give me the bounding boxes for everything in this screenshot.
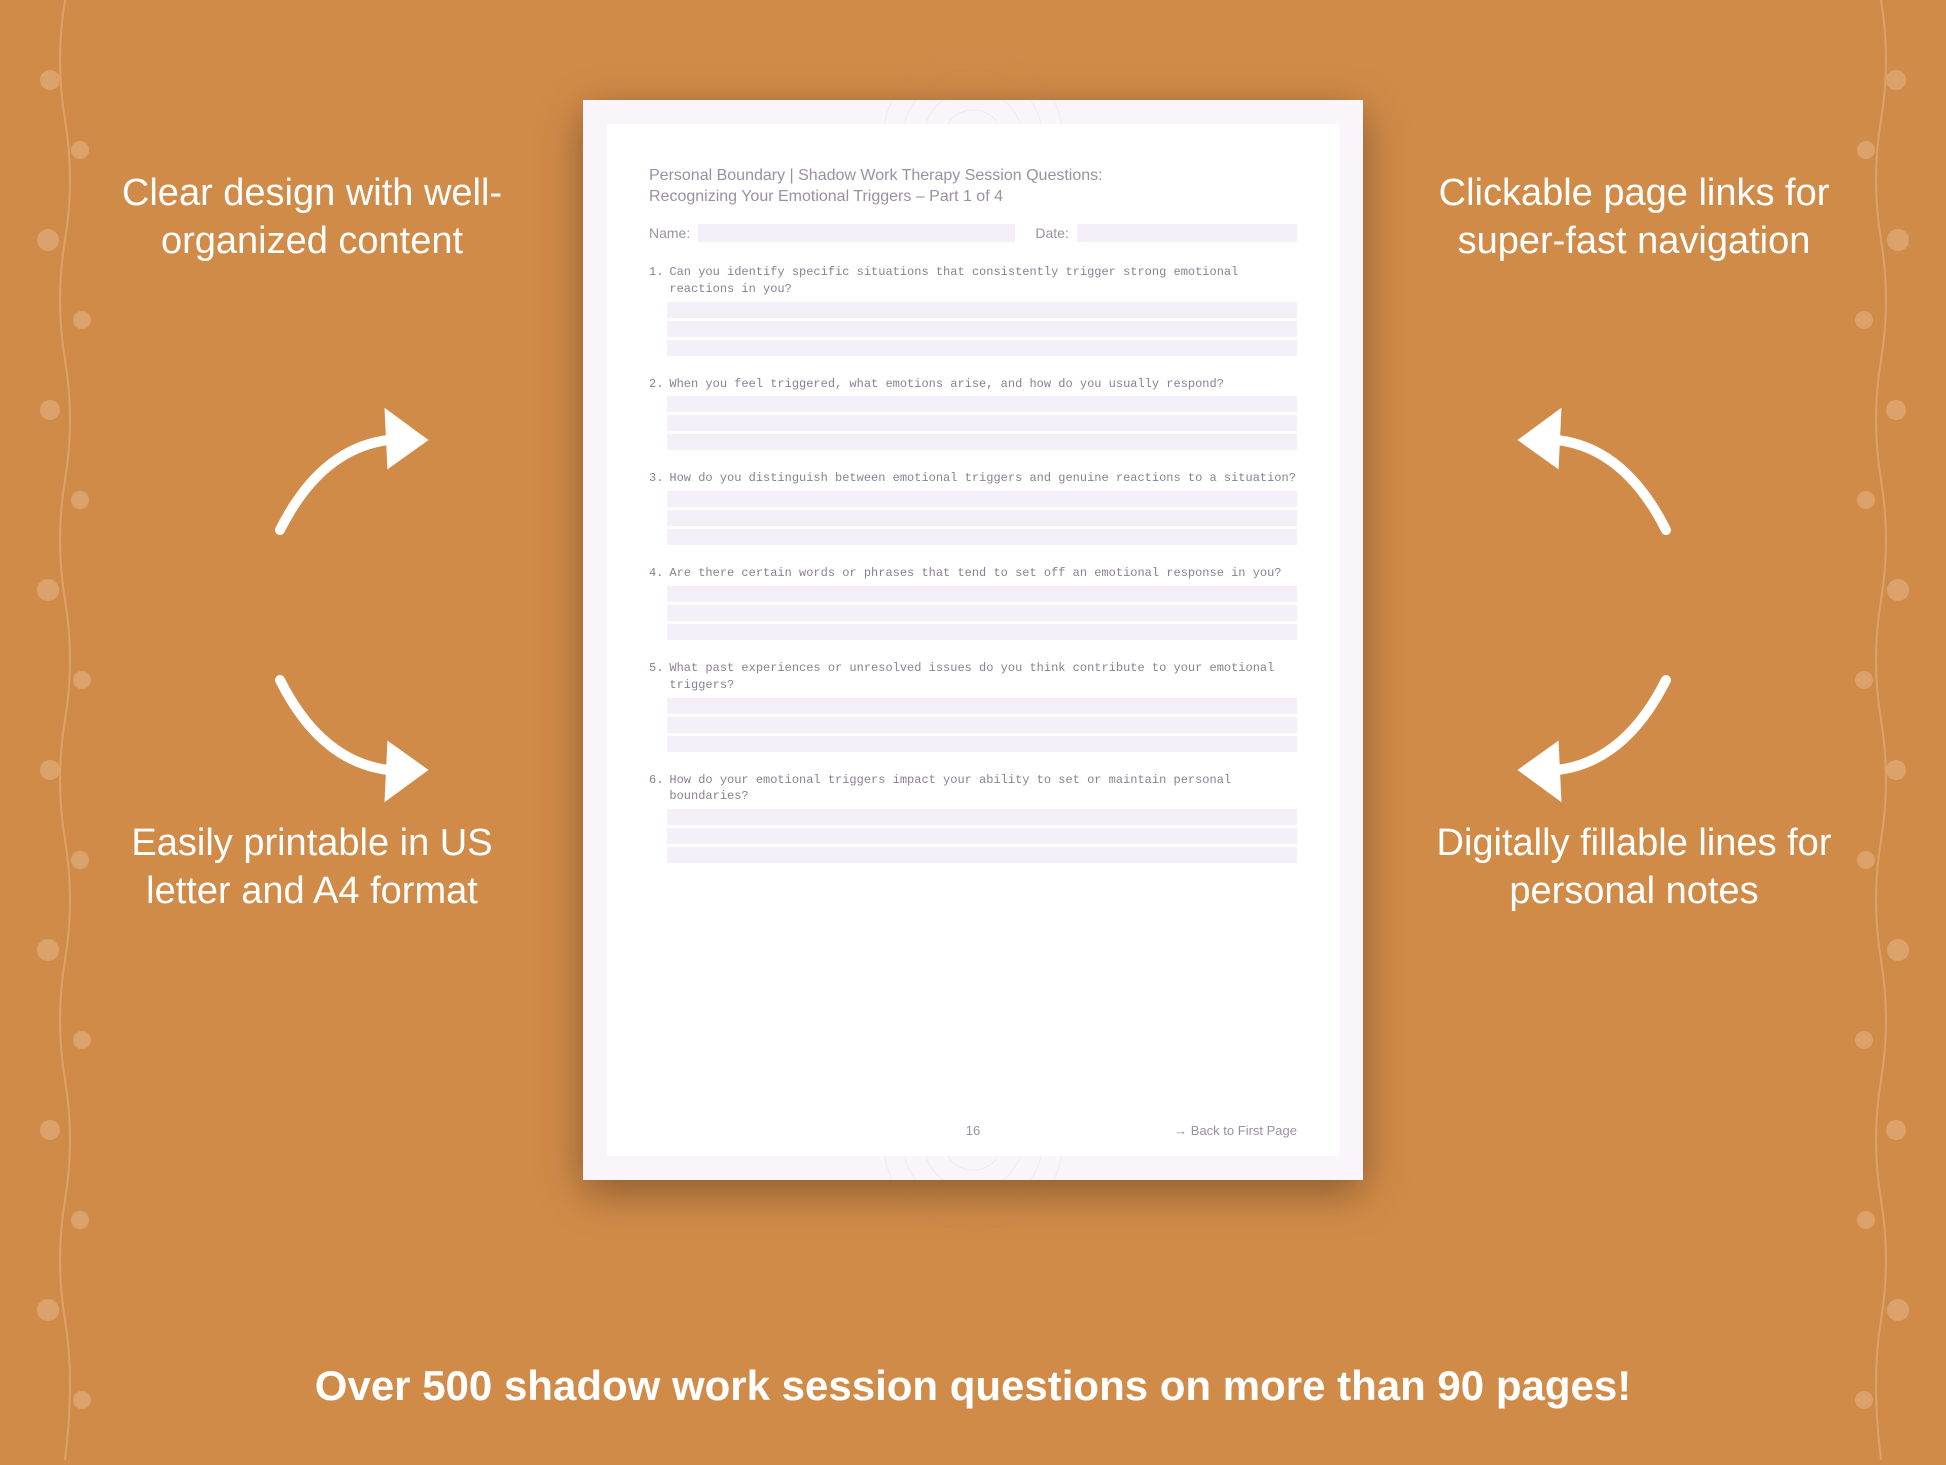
question-text: How do your emotional triggers impact yo… — [669, 772, 1297, 806]
date-label: Date: — [1035, 225, 1068, 241]
question-number: 4. — [649, 565, 663, 582]
question-number: 6. — [649, 772, 663, 806]
callout-top-left: Clear design with well-organized content — [112, 170, 512, 265]
page-inner: Personal Boundary | Shadow Work Therapy … — [607, 124, 1339, 1156]
answer-lines[interactable] — [667, 396, 1297, 450]
answer-lines[interactable] — [667, 809, 1297, 863]
callout-top-right: Clickable page links for super-fast navi… — [1434, 170, 1834, 265]
floral-border-left — [20, 0, 110, 1460]
answer-lines[interactable] — [667, 491, 1297, 545]
answer-lines[interactable] — [667, 302, 1297, 356]
name-label: Name: — [649, 225, 690, 241]
question-text: What past experiences or unresolved issu… — [669, 660, 1297, 694]
question-number: 2. — [649, 376, 663, 393]
bottom-banner-text: Over 500 shadow work session questions o… — [0, 1362, 1946, 1410]
arrow-top-right — [1496, 390, 1696, 580]
answer-lines[interactable] — [667, 698, 1297, 752]
name-input-line[interactable] — [698, 224, 1015, 242]
question-text: Are there certain words or phrases that … — [669, 565, 1297, 582]
arrow-bottom-left — [250, 630, 450, 820]
question-number: 3. — [649, 470, 663, 487]
callout-bottom-left: Easily printable in US letter and A4 for… — [112, 820, 512, 915]
floral-border-right — [1836, 0, 1926, 1460]
doc-header-line1: Personal Boundary | Shadow Work Therapy … — [649, 164, 1297, 188]
page-number: 16 — [966, 1123, 980, 1138]
question-text: When you feel triggered, what emotions a… — [669, 376, 1297, 393]
back-to-first-page-link[interactable]: → Back to First Page — [1174, 1123, 1297, 1138]
question-text: Can you identify specific situations tha… — [669, 264, 1297, 298]
date-input-line[interactable] — [1077, 224, 1297, 242]
question-number: 5. — [649, 660, 663, 694]
doc-header-line2: Recognizing Your Emotional Triggers – Pa… — [649, 188, 1297, 206]
document-page: Personal Boundary | Shadow Work Therapy … — [583, 100, 1363, 1180]
arrow-bottom-right — [1496, 630, 1696, 820]
question-number: 1. — [649, 264, 663, 298]
answer-lines[interactable] — [667, 586, 1297, 640]
question-text: How do you distinguish between emotional… — [669, 470, 1297, 487]
arrow-top-left — [250, 390, 450, 580]
callout-bottom-right: Digitally fillable lines for personal no… — [1434, 820, 1834, 915]
